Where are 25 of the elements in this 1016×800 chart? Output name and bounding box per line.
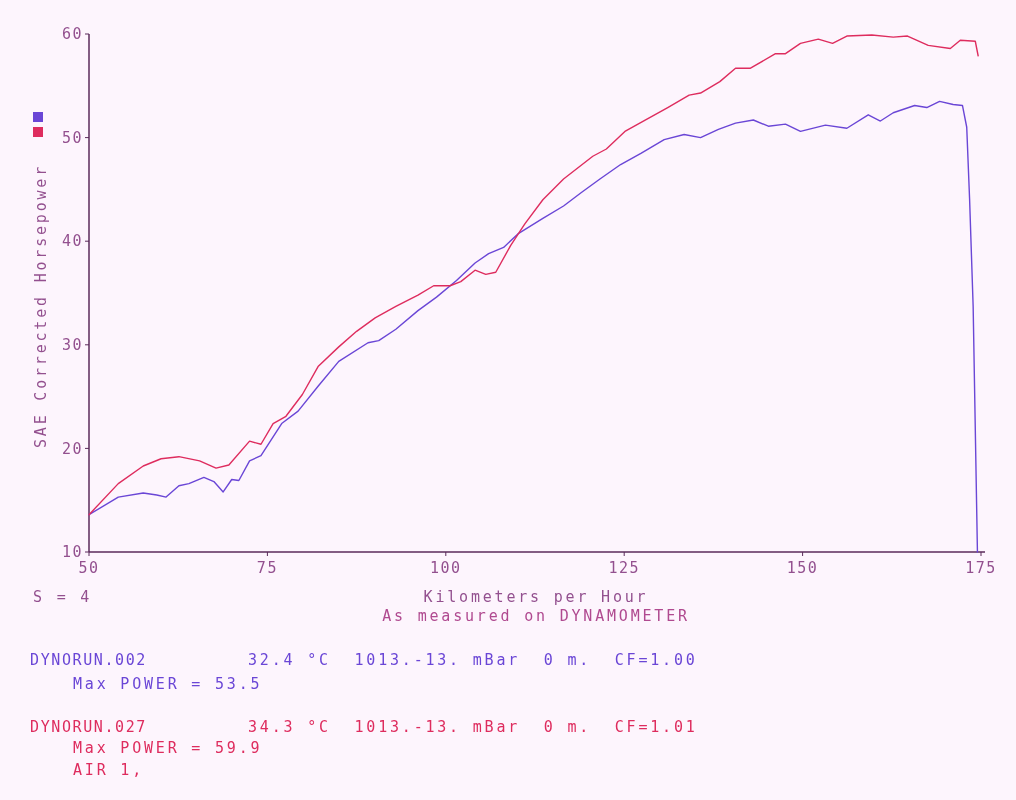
- x-axis-title: Kilometers per Hour: [423, 588, 649, 606]
- x-tick-label: 50: [78, 559, 100, 577]
- x-tick-label: 150: [786, 559, 819, 577]
- y-tick-label: 40: [61, 232, 83, 251]
- line-series: [88, 100, 979, 553]
- text: Max POWER = 53.5: [73, 675, 263, 693]
- x-tick-label: 100: [430, 559, 462, 577]
- text: 34.3 °C 1013.-13. mBar 0 m. CF=1.01: [248, 718, 698, 736]
- y-tick-label: 10: [61, 543, 83, 562]
- text: DYNORUN.027: [30, 718, 147, 736]
- y-tick-label: 60: [61, 25, 83, 44]
- text: AIR 1,: [73, 761, 144, 779]
- y-axis-title: SAE Corrected Horsepower: [32, 164, 50, 448]
- line-series: [88, 34, 979, 516]
- y-tick-label: 20: [61, 439, 83, 458]
- x-tick-label: 75: [256, 559, 278, 577]
- text: S = 4: [33, 588, 93, 606]
- y-tick-label: 50: [61, 128, 83, 147]
- x-tick-label: 125: [608, 559, 640, 577]
- text: Max POWER = 59.9: [73, 739, 263, 757]
- text: 32.4 °C 1013.-13. mBar 0 m. CF=1.00: [248, 651, 698, 669]
- y-tick-label: 30: [61, 336, 83, 355]
- x-tick-label: 175: [965, 559, 997, 577]
- text: As measured on DYNAMOMETER: [382, 607, 690, 625]
- text: DYNORUN.002: [30, 651, 147, 669]
